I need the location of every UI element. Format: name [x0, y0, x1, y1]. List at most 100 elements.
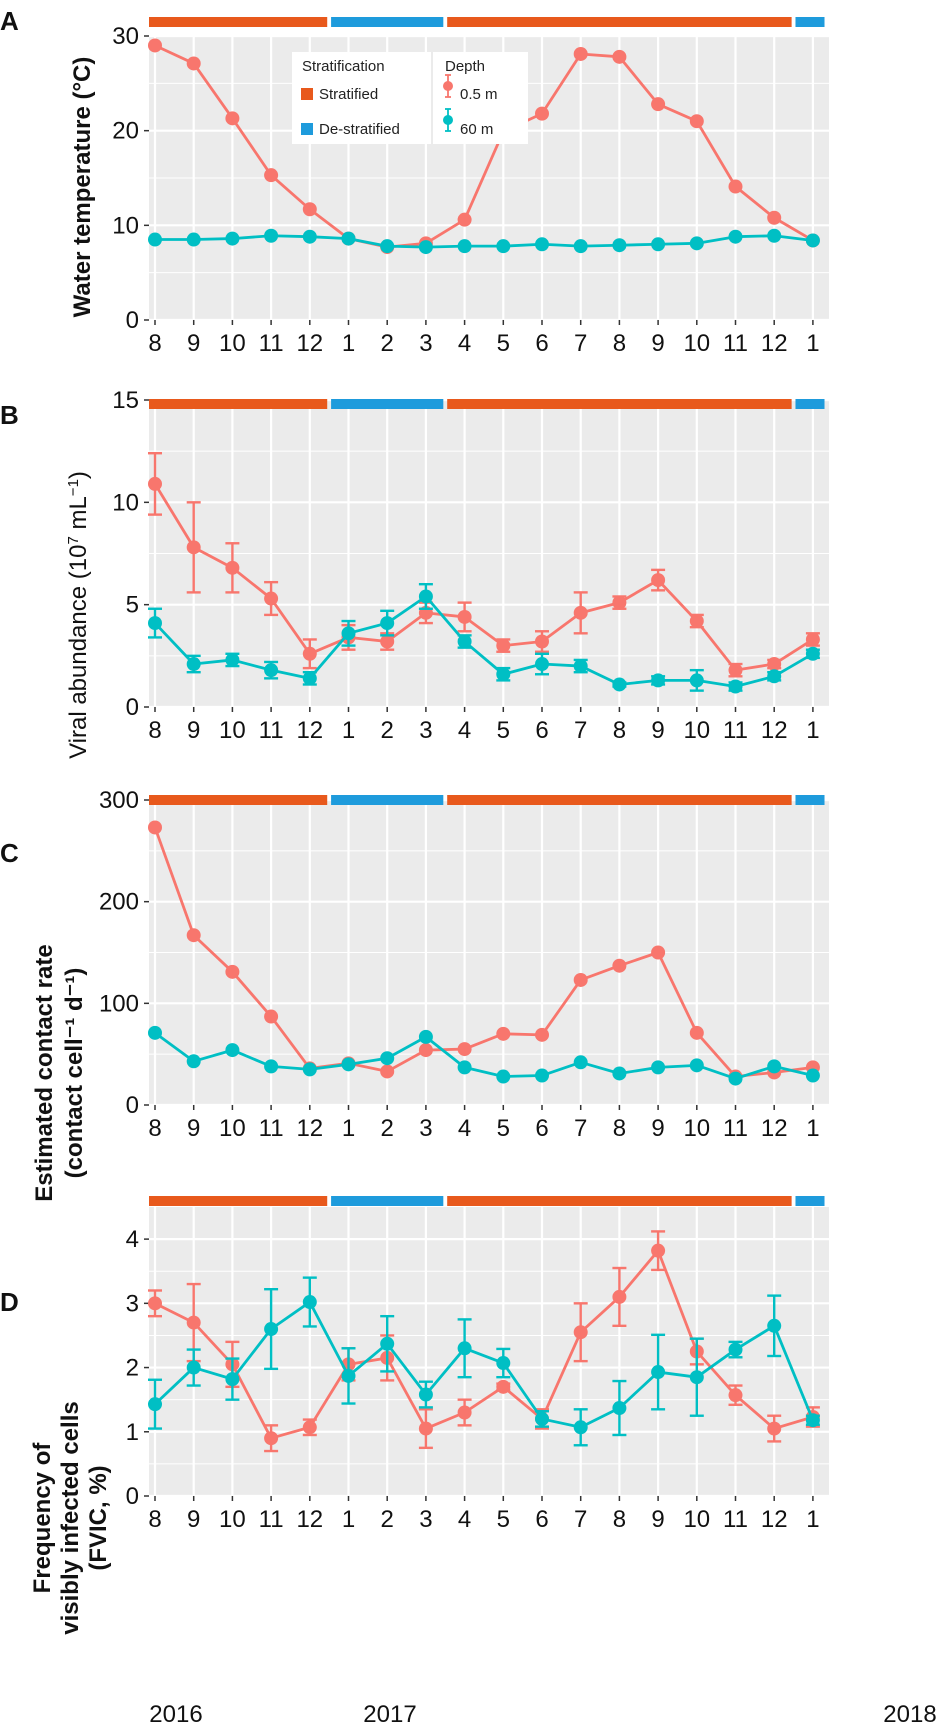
plot-background	[149, 1207, 829, 1496]
data-point-deep-60m	[457, 239, 472, 254]
y-tick-label: 300	[99, 787, 139, 814]
x-tick-label: 9	[651, 717, 664, 744]
data-point-surface-0-5m	[496, 1379, 511, 1394]
x-tick-label: 10	[683, 717, 710, 744]
x-tick-label: 8	[613, 330, 626, 357]
x-tick-label: 1	[342, 1506, 355, 1533]
data-point-deep-60m	[264, 663, 279, 678]
data-point-deep-60m	[612, 1066, 627, 1081]
x-tick-label: 8	[148, 1506, 161, 1533]
data-point-deep-60m	[651, 1365, 666, 1380]
destratified-period-bar	[331, 17, 444, 27]
x-tick-label: 11	[723, 330, 748, 357]
x-tick-label: 7	[574, 330, 587, 357]
y-tick-label: 200	[99, 889, 139, 916]
data-point-deep-60m	[148, 1397, 162, 1412]
data-point-surface-0-5m	[805, 632, 820, 647]
x-tick-label: 1	[806, 1115, 819, 1142]
data-point-deep-60m	[496, 239, 511, 254]
data-point-deep-60m	[341, 1057, 356, 1072]
stratified-period-bar	[447, 17, 792, 27]
data-point-surface-0-5m	[302, 646, 317, 661]
x-tick-label: 4	[458, 1506, 471, 1533]
data-point-deep-60m	[573, 659, 588, 674]
data-point-deep-60m	[573, 1420, 588, 1435]
data-point-deep-60m	[612, 677, 627, 692]
x-tick-label: 11	[259, 717, 284, 744]
y-axis-title-c-line2: (contact cell⁻¹ d⁻¹)	[61, 968, 88, 1179]
x-tick-label: 8	[613, 1506, 626, 1533]
data-point-surface-0-5m	[651, 97, 666, 112]
data-point-surface-0-5m	[496, 638, 511, 653]
x-tick-label: 8	[613, 717, 626, 744]
legend-background	[292, 52, 528, 144]
data-point-surface-0-5m	[186, 928, 201, 943]
legend-stratified-label: Stratified	[319, 86, 378, 103]
data-point-deep-60m	[457, 1060, 472, 1075]
data-point-surface-0-5m	[573, 46, 588, 61]
x-tick-label: 10	[683, 330, 710, 357]
data-point-surface-0-5m	[148, 476, 162, 491]
data-point-surface-0-5m	[302, 202, 317, 217]
y-axis-title-d-line2: visibly infected cells	[57, 1401, 84, 1634]
x-tick-label: 9	[187, 330, 200, 357]
series-line-surface-0-5m	[154, 44, 814, 249]
y-tick-label: 5	[126, 592, 139, 619]
data-point-surface-0-5m	[225, 964, 240, 979]
x-tick-label: 7	[574, 717, 587, 744]
x-tick-label: 9	[651, 330, 664, 357]
data-point-deep-60m	[418, 240, 433, 255]
data-point-surface-0-5m	[728, 1388, 743, 1403]
data-point-surface-0-5m	[186, 540, 201, 555]
data-point-deep-60m	[380, 1051, 395, 1066]
x-tick-label: 5	[497, 717, 510, 744]
x-tick-label: 12	[761, 717, 788, 744]
data-point-deep-60m	[612, 1401, 627, 1416]
year-label-2018: 2018	[883, 1701, 936, 1728]
legend-deep-label: 60 m	[460, 121, 493, 138]
data-point-deep-60m	[302, 1295, 317, 1310]
x-tick-label: 10	[683, 1115, 710, 1142]
data-point-deep-60m	[225, 1372, 240, 1387]
data-point-deep-60m	[380, 239, 395, 254]
data-point-deep-60m	[805, 233, 820, 248]
y-tick-label: 100	[99, 990, 139, 1017]
data-point-surface-0-5m	[612, 958, 627, 973]
x-tick-label: 11	[259, 330, 284, 357]
data-point-surface-0-5m	[225, 560, 240, 575]
x-tick-label: 7	[574, 1115, 587, 1142]
x-tick-label: 2	[381, 1115, 394, 1142]
x-tick-label: 10	[683, 1506, 710, 1533]
data-point-surface-0-5m	[225, 111, 240, 126]
data-point-surface-0-5m	[264, 1009, 279, 1024]
data-point-deep-60m	[186, 1360, 201, 1375]
x-tick-label: 8	[148, 717, 161, 744]
x-tick-label: 12	[296, 717, 323, 744]
data-point-surface-0-5m	[380, 1064, 395, 1079]
y-tick-label: 30	[112, 23, 139, 50]
x-tick-label: 6	[535, 1115, 548, 1142]
data-point-surface-0-5m	[689, 614, 704, 629]
data-point-deep-60m	[418, 1029, 433, 1044]
x-tick-label: 12	[761, 1115, 788, 1142]
data-point-deep-60m	[341, 231, 356, 246]
x-tick-label: 8	[148, 1115, 161, 1142]
data-point-deep-60m	[535, 237, 549, 252]
data-point-deep-60m	[767, 1059, 782, 1074]
y-tick-label: 4	[126, 1226, 139, 1253]
x-tick-label: 5	[497, 1506, 510, 1533]
data-point-surface-0-5m	[651, 945, 666, 960]
x-tick-label: 6	[535, 1506, 548, 1533]
x-tick-label: 11	[259, 1115, 284, 1142]
y-tick-label: 2	[126, 1355, 139, 1382]
legend-stratified-key	[301, 88, 313, 100]
data-point-surface-0-5m	[186, 56, 201, 71]
data-point-surface-0-5m	[612, 595, 627, 610]
legend-key-marker	[443, 81, 453, 91]
data-point-deep-60m	[728, 1342, 743, 1357]
legend-destratified-label: De-stratified	[319, 121, 400, 138]
data-point-deep-60m	[264, 1059, 279, 1074]
